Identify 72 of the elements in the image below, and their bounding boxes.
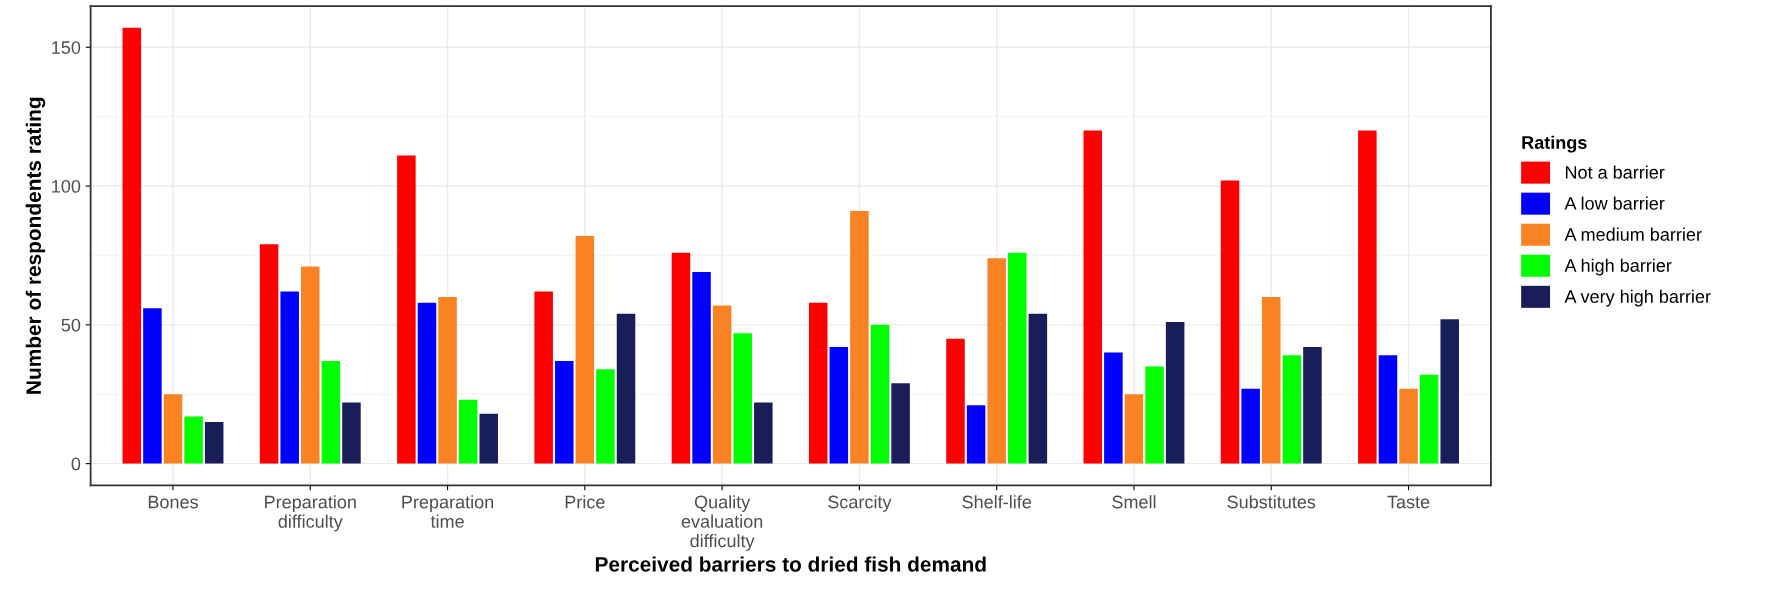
bar: [342, 402, 361, 464]
bar: [280, 291, 299, 464]
bar: [1124, 394, 1144, 464]
bar: [891, 383, 910, 464]
bar: [458, 399, 478, 464]
bar: [122, 27, 142, 464]
x-tick-label: Taste: [1387, 495, 1430, 509]
bar: [596, 369, 615, 464]
bar: [1378, 355, 1398, 464]
y-tick-label: 100: [52, 179, 81, 193]
x-tick-label: Quality evaluation difficulty: [681, 495, 763, 551]
x-tick-label: Preparation difficulty: [265, 495, 356, 532]
bar: [754, 402, 773, 464]
bar: [1083, 130, 1103, 464]
bar: [554, 360, 574, 464]
bar: [808, 302, 828, 464]
bar: [870, 324, 890, 464]
bar: [1358, 130, 1377, 464]
bar: [616, 313, 636, 464]
bar: [479, 413, 499, 464]
x-tick-label: Preparation time: [402, 495, 494, 528]
x-tick-label: Shelf-life: [962, 495, 1032, 509]
bar: [1241, 388, 1260, 464]
y-axis-title: Number of respondents rating: [25, 97, 46, 394]
bar: [397, 155, 416, 464]
legend-label: A medium barrier: [1564, 227, 1702, 241]
bar: [534, 291, 553, 464]
bar: [575, 236, 595, 464]
bar: [1104, 352, 1123, 464]
x-tick-label: Substitutes: [1227, 495, 1316, 509]
x-tick-label: Bones: [148, 495, 198, 509]
legend-label: A high barrier: [1564, 258, 1672, 276]
bar: [829, 347, 849, 464]
bar: [946, 338, 965, 464]
legend-label: A very high barrier: [1564, 289, 1711, 307]
x-tick-label: Smell: [1112, 495, 1156, 509]
bar: [987, 258, 1006, 464]
y-tick-label: 50: [61, 318, 81, 332]
bar: [1008, 252, 1027, 464]
bar: [417, 302, 437, 464]
y-tick-label: 150: [52, 41, 81, 54]
bar: [1220, 180, 1240, 464]
legend-label: A low barrier: [1564, 196, 1665, 210]
bar: [692, 272, 711, 464]
x-tick-label: Price: [565, 495, 605, 509]
y-tick-label: 0: [71, 457, 81, 471]
bar: [1303, 347, 1322, 464]
bar: [184, 416, 203, 464]
bar: [1282, 355, 1302, 464]
bar: [966, 405, 986, 464]
bar: [1028, 313, 1048, 464]
bar: [1145, 366, 1164, 464]
bar: [163, 394, 183, 464]
bar: [712, 305, 732, 464]
legend-title: Ratings: [1522, 135, 1587, 153]
bar: [259, 244, 279, 464]
x-tick-label: Scarcity: [828, 495, 892, 512]
bar: [1440, 319, 1459, 464]
legend-label: Not a barrier: [1565, 165, 1665, 179]
bar: [1261, 297, 1281, 464]
bar: [301, 266, 320, 464]
bar: [1419, 374, 1439, 464]
bar: [671, 252, 691, 464]
x-axis-title: Perceived barriers to dried fish demand: [595, 556, 986, 572]
bar: [204, 421, 224, 464]
bar: [143, 308, 162, 464]
bar: [321, 360, 341, 464]
bar: [438, 297, 457, 464]
bar: [850, 211, 869, 464]
bar: [1165, 322, 1185, 464]
bar: [1399, 388, 1418, 464]
bar: [733, 333, 752, 464]
